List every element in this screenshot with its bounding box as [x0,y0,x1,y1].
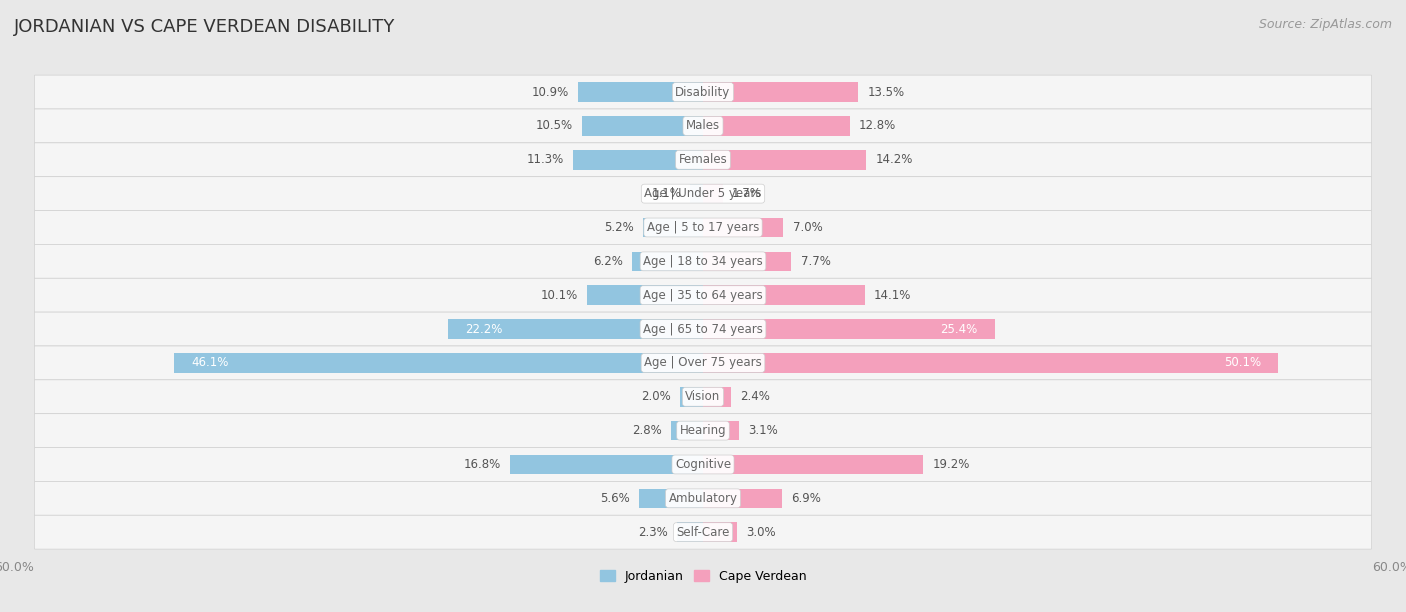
FancyBboxPatch shape [35,177,1371,211]
Text: 50.1%: 50.1% [1223,356,1261,370]
Bar [703,252,792,271]
FancyBboxPatch shape [35,312,1371,346]
Text: Ambulatory: Ambulatory [668,492,738,505]
FancyBboxPatch shape [35,143,1371,177]
Text: Age | 35 to 64 years: Age | 35 to 64 years [643,289,763,302]
FancyBboxPatch shape [35,278,1371,312]
Text: 22.2%: 22.2% [465,323,503,335]
Text: 14.2%: 14.2% [875,153,912,166]
Text: Age | 65 to 74 years: Age | 65 to 74 years [643,323,763,335]
Bar [681,387,703,406]
Text: 7.7%: 7.7% [800,255,831,268]
Text: 7.0%: 7.0% [793,221,823,234]
Text: 2.0%: 2.0% [641,390,671,403]
Text: Age | 18 to 34 years: Age | 18 to 34 years [643,255,763,268]
Bar [703,387,731,406]
Text: Cognitive: Cognitive [675,458,731,471]
FancyBboxPatch shape [35,109,1371,143]
Bar [574,150,703,170]
FancyBboxPatch shape [35,482,1371,515]
Bar [703,116,851,136]
Text: JORDANIAN VS CAPE VERDEAN DISABILITY: JORDANIAN VS CAPE VERDEAN DISABILITY [14,18,395,36]
Bar [582,116,703,136]
Bar [588,285,703,305]
Bar [578,82,703,102]
Text: 13.5%: 13.5% [868,86,904,99]
Text: Hearing: Hearing [679,424,727,437]
Text: 2.4%: 2.4% [740,390,769,403]
Text: 5.6%: 5.6% [600,492,630,505]
Bar [703,488,782,508]
Text: 12.8%: 12.8% [859,119,897,132]
FancyBboxPatch shape [35,244,1371,278]
FancyBboxPatch shape [35,75,1371,109]
FancyBboxPatch shape [35,447,1371,482]
Text: 5.2%: 5.2% [605,221,634,234]
Bar [631,252,703,271]
Text: 6.2%: 6.2% [593,255,623,268]
Bar [703,319,994,339]
Text: Age | Over 75 years: Age | Over 75 years [644,356,762,370]
Bar [690,184,703,203]
Text: 19.2%: 19.2% [932,458,970,471]
Bar [703,523,738,542]
Bar [703,285,865,305]
Bar [638,488,703,508]
Text: 10.1%: 10.1% [540,289,578,302]
Text: 1.7%: 1.7% [731,187,762,200]
Bar [703,421,738,441]
Text: 6.9%: 6.9% [792,492,821,505]
Text: 25.4%: 25.4% [941,323,977,335]
Legend: Jordanian, Cape Verdean: Jordanian, Cape Verdean [595,564,811,588]
Text: 11.3%: 11.3% [527,153,564,166]
Bar [644,218,703,237]
Text: Age | Under 5 years: Age | Under 5 years [644,187,762,200]
FancyBboxPatch shape [35,515,1371,549]
Bar [703,218,783,237]
Text: Disability: Disability [675,86,731,99]
Text: Source: ZipAtlas.com: Source: ZipAtlas.com [1258,18,1392,31]
Text: 1.1%: 1.1% [651,187,681,200]
Text: Vision: Vision [685,390,721,403]
Text: Females: Females [679,153,727,166]
FancyBboxPatch shape [35,414,1371,447]
Text: Males: Males [686,119,720,132]
Bar [703,150,866,170]
FancyBboxPatch shape [35,211,1371,244]
Bar [174,353,703,373]
FancyBboxPatch shape [35,380,1371,414]
Text: 46.1%: 46.1% [191,356,228,370]
Bar [510,455,703,474]
Text: Self-Care: Self-Care [676,526,730,539]
Bar [671,421,703,441]
Text: 3.1%: 3.1% [748,424,778,437]
Bar [703,82,858,102]
Bar [703,184,723,203]
Text: 2.3%: 2.3% [638,526,668,539]
FancyBboxPatch shape [35,346,1371,380]
Bar [676,523,703,542]
Text: 16.8%: 16.8% [464,458,501,471]
Bar [449,319,703,339]
Text: 10.9%: 10.9% [531,86,568,99]
Bar [703,353,1278,373]
Text: 2.8%: 2.8% [631,424,662,437]
Bar [703,455,924,474]
Text: 14.1%: 14.1% [875,289,911,302]
Text: 3.0%: 3.0% [747,526,776,539]
Text: 10.5%: 10.5% [536,119,574,132]
Text: Age | 5 to 17 years: Age | 5 to 17 years [647,221,759,234]
